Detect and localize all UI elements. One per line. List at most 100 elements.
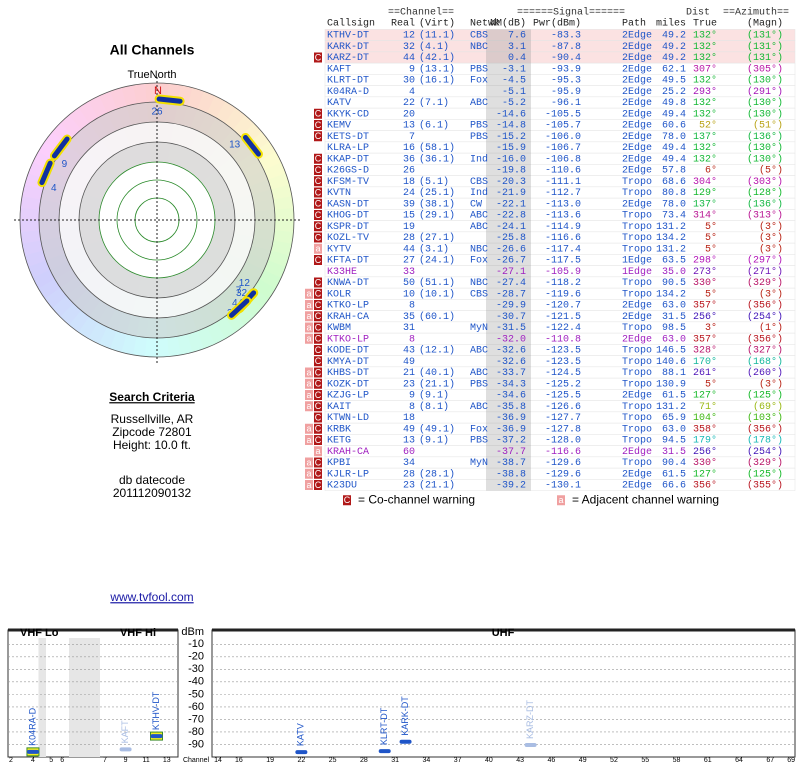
table-cell: KRAH-CA: [327, 447, 369, 458]
panel-title: VHF Lo: [20, 627, 59, 639]
table-cell: PBS: [470, 436, 488, 447]
x-tick-label: 40: [485, 757, 493, 764]
warning-box: [305, 311, 313, 322]
x-tick-label: 4: [31, 757, 35, 764]
warning-mark: a: [306, 401, 311, 411]
table-cell: (130°): [747, 153, 783, 165]
table-cell: (21.1): [419, 480, 455, 492]
table-cell: -93.9: [551, 64, 581, 75]
table-cell: -37.7: [496, 447, 526, 458]
warning-mark: a: [306, 480, 311, 490]
table-cell: 13: [403, 436, 415, 447]
table-cell: -28.7: [496, 289, 526, 300]
x-tick-label: 22: [297, 757, 305, 764]
table-cell: 356°: [693, 480, 717, 492]
table-cell: KMYA-DT: [327, 357, 369, 368]
table-cell: (305°): [747, 63, 783, 75]
warning-mark: C: [315, 412, 322, 422]
table-cell: -32.0: [496, 334, 526, 345]
warning-box: [314, 435, 322, 445]
table-cell: (303°): [747, 176, 783, 188]
warning-box: [314, 390, 322, 400]
table-cell: (25.1): [419, 187, 455, 199]
table-cell: 261°: [693, 367, 717, 379]
warning-box: [314, 322, 322, 333]
table-cell: -113.0: [545, 199, 581, 210]
warning-box: [314, 288, 322, 299]
table-cell: 39: [403, 199, 415, 210]
table-cell: 7: [409, 132, 415, 143]
marker-label: 7: [236, 285, 242, 296]
table-cell: 2Edge: [622, 120, 652, 132]
table-cell: 44: [403, 244, 415, 255]
x-tick-label: 46: [548, 757, 556, 764]
x-tick-label: 9: [124, 757, 128, 764]
table-cell: 0.4: [508, 53, 526, 64]
table-cell: (3°): [759, 243, 783, 255]
table-cell: 298°: [693, 255, 717, 267]
warning-mark: a: [306, 390, 311, 400]
warning-mark: a: [306, 435, 311, 445]
table-cell: Tropo: [622, 436, 652, 447]
warning-box: [305, 378, 313, 389]
marker-label: 13: [229, 140, 241, 151]
table-cell: 8: [409, 334, 415, 345]
table-cell: (128°): [747, 187, 783, 199]
table-cell: CBS: [470, 177, 488, 188]
table-cell: 2Edge: [622, 52, 652, 64]
table-cell: 131.2: [656, 244, 686, 255]
table-cell: 34: [403, 458, 415, 469]
table-cell: 273°: [693, 266, 717, 278]
warning-box: [305, 367, 313, 378]
table-cell: Fox: [470, 76, 488, 87]
y-tick-label: -20: [188, 651, 204, 663]
table-cell: (291°): [747, 86, 783, 98]
table-cell: 2Edge: [622, 198, 652, 210]
warning-mark: C: [315, 469, 322, 479]
table-cell: KLRA-LP: [327, 143, 369, 154]
table-cell: NBC: [470, 278, 488, 289]
warning-box: [314, 221, 322, 232]
table-cell: 307°: [693, 63, 717, 75]
table-cell: 20: [403, 109, 415, 120]
warning-box: [314, 210, 322, 220]
x-tick-label: 43: [516, 757, 524, 764]
search-line: Russellville, AR: [111, 412, 194, 426]
table-cell: 5°: [705, 232, 717, 244]
table-cell: 90.5: [662, 278, 686, 289]
table-cell: PBS: [470, 132, 488, 143]
warning-mark: C: [315, 457, 322, 467]
table-cell: (69°): [753, 401, 783, 413]
site-link[interactable]: www.tvfool.com: [109, 590, 193, 604]
column-header: Pwr(dBm): [533, 18, 581, 30]
table-cell: -110.6: [545, 166, 581, 177]
table-cell: -22.8: [496, 211, 526, 222]
warning-box: [305, 300, 313, 310]
table-cell: (36.1): [419, 153, 455, 165]
x-tick-label: 6: [60, 757, 64, 764]
x-tick-label: 28: [360, 757, 368, 764]
table-cell: 31.5: [662, 447, 686, 458]
table-cell: 49.2: [662, 53, 686, 64]
table-cell: 2Edge: [622, 446, 652, 458]
station-marker: [156, 96, 183, 104]
table-cell: 134.2: [656, 289, 686, 300]
marker-label: 12: [239, 278, 251, 289]
y-tick-label: -50: [188, 688, 204, 700]
table-cell: 49: [403, 424, 415, 435]
warning-mark: C: [315, 379, 322, 389]
table-cell: PBS: [470, 379, 488, 390]
table-cell: (131°): [747, 41, 783, 53]
table-cell: 43: [403, 346, 415, 357]
table-cell: -16.0: [496, 154, 526, 165]
x-tick-label: 11: [143, 757, 150, 764]
table-cell: -38.7: [496, 458, 526, 469]
warning-mark: a: [306, 457, 311, 467]
table-cell: -5.1: [502, 87, 526, 98]
warning-mark: a: [306, 367, 311, 377]
table-cell: Ind: [470, 187, 488, 199]
table-cell: 27: [403, 256, 415, 267]
table-cell: (3°): [759, 221, 783, 233]
warning-box: [314, 131, 322, 142]
warning-box: [314, 480, 322, 490]
